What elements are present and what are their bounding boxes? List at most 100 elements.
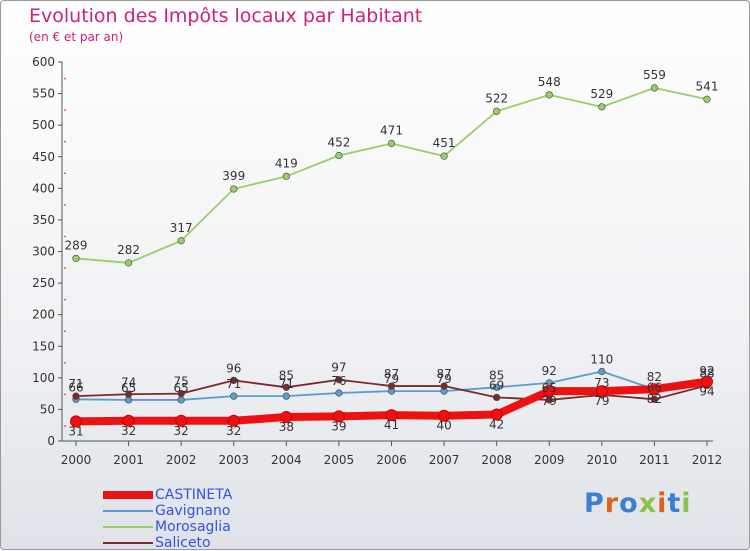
data-point-saliceto xyxy=(124,390,133,398)
data-point-castineta xyxy=(490,408,503,421)
data-label-saliceto: 65 xyxy=(542,381,557,395)
y-tick-label: 350 xyxy=(32,213,55,227)
logo-letter: P xyxy=(584,488,605,519)
data-point-saliceto xyxy=(72,392,80,400)
x-tick-label: 2006 xyxy=(376,453,407,467)
data-point-gavignano xyxy=(230,392,238,400)
data-label-gavignano: 82 xyxy=(647,370,662,384)
series-line-morosaglia xyxy=(75,86,708,264)
data-label-castineta: 79 xyxy=(594,394,609,408)
data-point-gavignano xyxy=(177,396,185,404)
data-label-saliceto: 87 xyxy=(384,367,399,381)
data-point-gavignano xyxy=(493,383,501,391)
legend-swatch xyxy=(103,541,153,544)
chart-subtitle: (en € et par an) xyxy=(29,30,124,44)
data-label-morosaglia: 282 xyxy=(117,243,140,257)
x-tick-label: 2005 xyxy=(324,453,355,467)
data-point-castineta xyxy=(385,409,398,422)
data-point-castineta xyxy=(438,409,451,422)
legend-label: Morosaglia xyxy=(155,518,231,535)
y-tick-label: 100 xyxy=(32,371,55,385)
data-point-saliceto xyxy=(440,382,448,390)
logo-letter: r xyxy=(604,488,620,519)
data-label-saliceto: 69 xyxy=(489,378,504,392)
legend-swatch xyxy=(103,490,153,499)
data-point-gavignano xyxy=(335,389,343,397)
data-label-saliceto: 75 xyxy=(174,375,189,389)
data-label-morosaglia: 419 xyxy=(275,156,298,170)
data-point-castineta xyxy=(701,375,713,388)
data-label-morosaglia: 548 xyxy=(538,75,561,89)
y-tick-label: 450 xyxy=(32,150,55,164)
logo-letter: x xyxy=(638,488,658,519)
data-label-castineta: 32 xyxy=(121,424,136,438)
y-tick-label: 550 xyxy=(32,87,55,101)
data-point-morosaglia xyxy=(230,185,238,193)
data-point-morosaglia xyxy=(545,91,553,99)
y-tick-label: 250 xyxy=(32,276,55,290)
data-label-morosaglia: 289 xyxy=(65,238,88,252)
logo-letter: i xyxy=(657,488,668,519)
data-label-morosaglia: 541 xyxy=(696,79,719,93)
x-tick-label: 2000 xyxy=(61,453,92,467)
data-label-gavignano: 66 xyxy=(68,380,83,394)
legend-label: Saliceto xyxy=(155,534,211,551)
logo-letter: t xyxy=(667,488,682,519)
y-tick-label: 500 xyxy=(32,118,55,132)
legend-label: CASTINETA xyxy=(155,486,233,503)
data-point-saliceto xyxy=(230,376,238,384)
data-label-saliceto: 73 xyxy=(594,376,609,390)
data-point-saliceto xyxy=(177,390,185,398)
data-label-castineta: 32 xyxy=(174,424,189,438)
data-label-gavignano: 65 xyxy=(174,381,189,395)
x-tick-label: 2009 xyxy=(534,453,565,467)
data-label-saliceto: 97 xyxy=(331,361,346,375)
data-point-morosaglia xyxy=(335,151,343,160)
x-tick-label: 2012 xyxy=(692,453,723,467)
data-label-saliceto: 71 xyxy=(68,377,83,391)
data-point-morosaglia xyxy=(493,107,501,115)
data-label-saliceto: 88 xyxy=(699,366,714,380)
data-label-saliceto: 74 xyxy=(121,375,136,389)
data-point-morosaglia xyxy=(124,259,133,267)
data-label-gavignano: 76 xyxy=(331,374,346,388)
legend-swatch xyxy=(103,525,153,528)
data-point-castineta xyxy=(227,414,240,427)
data-label-morosaglia: 451 xyxy=(433,136,456,150)
data-point-morosaglia xyxy=(72,254,80,263)
y-tick-label: 600 xyxy=(32,55,55,69)
data-point-castineta xyxy=(595,385,608,398)
data-label-morosaglia: 317 xyxy=(170,221,193,235)
y-tick-label: 400 xyxy=(32,181,55,195)
data-label-morosaglia: 559 xyxy=(643,68,666,82)
data-point-castineta xyxy=(543,385,556,398)
data-label-saliceto: 96 xyxy=(226,361,241,375)
data-label-gavignano: 71 xyxy=(226,377,241,391)
legend-item-castineta: CASTINETA xyxy=(103,486,233,503)
data-label-gavignano: 79 xyxy=(436,372,451,386)
data-point-morosaglia xyxy=(598,103,606,111)
x-tick-label: 2007 xyxy=(429,453,460,467)
data-point-saliceto xyxy=(282,383,290,391)
data-label-castineta: 41 xyxy=(384,418,399,432)
data-point-morosaglia xyxy=(650,84,659,92)
x-tick-label: 2004 xyxy=(271,453,302,467)
data-point-saliceto xyxy=(387,382,396,390)
x-tick-label: 2011 xyxy=(639,453,670,467)
proxiti-logo: Proxiti xyxy=(584,488,692,519)
y-tick-label: 300 xyxy=(32,245,55,259)
data-point-castineta xyxy=(332,410,345,423)
data-point-saliceto xyxy=(650,395,659,403)
data-label-gavignano: 85 xyxy=(489,368,504,382)
y-tick-label: 150 xyxy=(32,339,55,353)
x-tick-label: 2001 xyxy=(113,453,144,467)
data-point-morosaglia xyxy=(440,152,448,160)
data-label-castineta: 39 xyxy=(331,419,346,433)
data-point-morosaglia xyxy=(282,172,290,180)
data-label-morosaglia: 399 xyxy=(222,169,245,183)
data-label-castineta: 94 xyxy=(699,385,714,399)
data-label-castineta: 42 xyxy=(489,417,504,431)
legend-swatch xyxy=(103,509,153,512)
x-tick-label: 2008 xyxy=(481,453,512,467)
